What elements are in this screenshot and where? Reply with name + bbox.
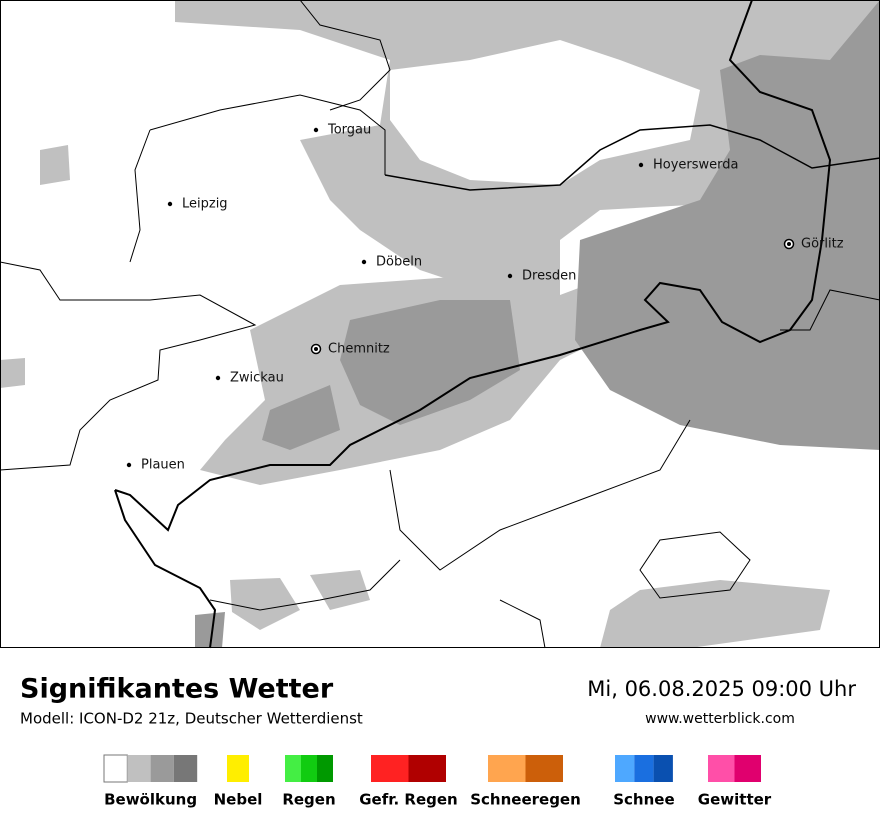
- city-label: Dresden: [522, 269, 576, 284]
- legend-swatch: [371, 755, 409, 782]
- legend-swatch: [408, 755, 446, 782]
- city-label: Torgau: [327, 123, 371, 138]
- city-label: Leipzig: [182, 197, 228, 212]
- region-border: [149, 94, 386, 175]
- city-label: Chemnitz: [328, 342, 390, 357]
- city-marker: [507, 273, 513, 279]
- region-border: [299, 0, 391, 111]
- cloud-area: [0, 358, 25, 388]
- city-marker: [167, 201, 173, 207]
- region-border: [499, 599, 546, 649]
- map: Torgau Leipzig Döbeln Dresden Hoyerswerda Gör…: [0, 0, 880, 649]
- legend-swatch: [653, 755, 673, 782]
- city-marker: [314, 347, 318, 351]
- legend-swatch: [150, 755, 174, 782]
- region-border: [0, 261, 257, 471]
- borders: [0, 0, 880, 649]
- subtitle: Modell: ICON-D2 21z, Deutscher Wetterdie…: [20, 710, 363, 728]
- title: Signifikantes Wetter: [20, 674, 334, 705]
- legend-swatch: [301, 755, 317, 782]
- legend-swatch: [285, 755, 301, 782]
- legend: Bewölkung Nebel Regen Gefr. Regen Schneerege…: [103, 754, 772, 809]
- cloud-area-dense: [195, 612, 225, 648]
- country-border: [114, 0, 832, 532]
- region-border: [639, 531, 751, 599]
- legend-label: Gewitter: [698, 791, 772, 809]
- legend-label: Schneeregen: [470, 791, 581, 809]
- cloud-area-dense: [340, 300, 520, 425]
- city-marker: [313, 127, 319, 133]
- website: www.wetterblick.com: [645, 711, 795, 727]
- legend-label: Regen: [282, 791, 335, 809]
- legend-swatch: [173, 755, 198, 782]
- legend-swatch: [317, 755, 333, 782]
- region-border: [129, 129, 151, 263]
- datetime: Mi, 06.08.2025 09:00 Uhr: [587, 677, 856, 701]
- cloud-area: [40, 145, 70, 185]
- city-marker: [787, 242, 791, 246]
- region-border: [780, 289, 880, 331]
- legend-swatch: [127, 755, 151, 782]
- cities: Torgau Leipzig Döbeln Dresden Hoyerswerda Gör…: [126, 123, 844, 473]
- city-marker: [361, 259, 367, 265]
- city-label: Görlitz: [801, 237, 844, 252]
- cloud-area: [600, 580, 830, 648]
- city-label: Plauen: [141, 458, 185, 473]
- legend-label: Bewölkung: [104, 791, 197, 809]
- city-label: Zwickau: [230, 371, 284, 386]
- legend-label: Gefr. Regen: [359, 791, 458, 809]
- region-border: [209, 559, 401, 611]
- legend-swatch: [103, 754, 128, 783]
- cloud-area: [310, 570, 370, 610]
- legend-swatch: [488, 755, 526, 782]
- legend-swatch: [615, 755, 635, 782]
- legend-swatch: [525, 755, 563, 782]
- region-border: [389, 419, 691, 571]
- city-marker: [215, 375, 221, 381]
- legend-label: Schnee: [613, 791, 674, 809]
- city-marker: [638, 162, 644, 168]
- clear-area: [390, 40, 700, 185]
- city-label: Döbeln: [376, 255, 422, 270]
- city-marker: [126, 462, 132, 468]
- country-border: [114, 489, 217, 649]
- legend-swatch: [708, 755, 735, 782]
- footer: Signifikantes Wetter Modell: ICON-D2 21z…: [20, 674, 856, 728]
- cloud-area: [230, 578, 300, 630]
- legend-swatch: [634, 755, 654, 782]
- city-label: Hoyerswerda: [653, 158, 739, 173]
- state-border: [384, 124, 880, 191]
- cloud-area-dense: [262, 385, 340, 450]
- legend-swatch: [227, 755, 249, 782]
- legend-swatch: [734, 755, 761, 782]
- cloud-area-dense: [575, 0, 880, 450]
- legend-label: Nebel: [214, 791, 263, 809]
